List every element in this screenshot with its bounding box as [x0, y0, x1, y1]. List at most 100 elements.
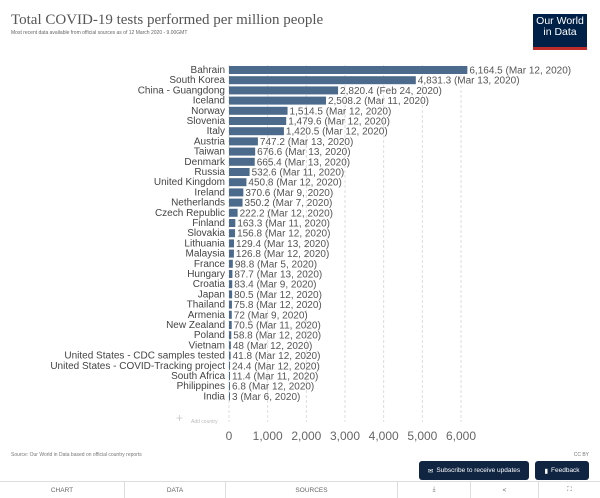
data-label: 1,420.5 (Mar 12, 2020) [286, 127, 388, 138]
category-label: Czech Republic [155, 208, 225, 219]
bar [229, 229, 236, 238]
bar [229, 270, 233, 278]
category-label: Netherlands [171, 198, 225, 209]
bar [229, 96, 326, 105]
category-label: Philippines [177, 381, 225, 392]
category-label: South Africa [171, 371, 225, 382]
data-label: 6.8 (Mar 12, 2020) [232, 382, 314, 393]
bar [229, 66, 468, 74]
bar-chart: 0 1,000 2,000 3,000 4,000 5,000 6,000 Bahrain 6,… [50, 65, 571, 443]
category-label: Austria [194, 136, 226, 147]
owid-logo[interactable]: Our World in Data [533, 14, 587, 50]
bar [229, 280, 233, 289]
category-label: Finland [192, 218, 225, 229]
x-tick-label: 3,000 [330, 429, 360, 443]
bar [229, 168, 250, 176]
data-label: 3 (Mar 6, 2020) [232, 392, 300, 403]
bar [229, 259, 233, 268]
x-tick-label: 2,000 [291, 429, 321, 443]
bar [229, 321, 232, 329]
data-label: 41.8 (Mar 12, 2020) [233, 351, 321, 362]
fullscreen-icon: ⛶ [567, 486, 572, 493]
data-label: 2,820.4 (Feb 24, 2020) [340, 86, 442, 97]
bar [229, 310, 232, 319]
bar [229, 117, 287, 125]
bar [229, 188, 244, 197]
bar [229, 137, 258, 146]
bar [229, 178, 247, 187]
category-label: Armenia [188, 310, 226, 321]
category-label: Russia [194, 167, 225, 178]
tab-data[interactable]: DATA [125, 482, 226, 498]
data-label: 747.2 (Mar 13, 2020) [260, 137, 353, 148]
tab-chart[interactable]: CHART [0, 482, 125, 498]
category-label: Lithuania [184, 238, 225, 249]
category-label: South Korea [169, 75, 225, 86]
data-label: 1,479.6 (Mar 12, 2020) [288, 117, 390, 128]
bar [229, 86, 339, 95]
data-label: 11.4 (Mar 11, 2020) [232, 372, 318, 383]
category-label: New Zealand [166, 320, 225, 331]
share-icon: < [502, 486, 507, 494]
fullscreen-button[interactable]: ⛶ [539, 482, 600, 498]
bar [229, 76, 416, 85]
data-label: 222.2 (Mar 12, 2020) [240, 208, 333, 219]
license[interactable]: CC BY [573, 452, 589, 458]
bar [229, 300, 232, 309]
source-note: Source: Our World in Data based on offic… [11, 452, 142, 458]
x-tick-label: 5,000 [407, 429, 437, 443]
category-label: Vietnam [188, 340, 225, 351]
x-tick-label: 0 [226, 429, 233, 443]
data-label: 98.8 (Mar 5, 2020) [235, 259, 317, 270]
category-label: Italy [207, 126, 225, 137]
bar [229, 219, 236, 227]
add-country-label: Add country [191, 419, 218, 425]
feedback-button[interactable]: ▮ Feedback [535, 461, 589, 480]
category-label: Hungary [187, 269, 225, 280]
data-label: 370.6 (Mar 9, 2020) [245, 188, 333, 199]
data-label: 80.5 (Mar 12, 2020) [234, 290, 322, 301]
category-label: Japan [198, 289, 225, 300]
bar [229, 341, 231, 350]
bar [229, 290, 233, 299]
category-label: United States - COVID-Tracking project [50, 361, 225, 372]
bar [229, 249, 234, 258]
download-button[interactable]: ⤓ [398, 482, 471, 498]
data-label: 450.8 (Mar 12, 2020) [248, 178, 341, 189]
category-label: Taiwan [194, 147, 225, 158]
category-label: India [203, 391, 225, 402]
data-label: 665.4 (Mar 13, 2020) [257, 157, 350, 168]
bar [229, 208, 238, 217]
comment-icon: ▮ [544, 467, 549, 475]
data-label: 87.7 (Mar 13, 2020) [234, 270, 322, 281]
chart-title: Total COVID-19 tests performed per milli… [11, 12, 324, 28]
subscribe-button[interactable]: ✉ Subscribe to receive updates [419, 461, 529, 480]
bar [229, 392, 230, 401]
data-label: 2,508.2 (Mar 11, 2020) [328, 96, 429, 107]
x-tick-label: 1,000 [253, 429, 283, 443]
bar [229, 106, 288, 115]
mail-icon: ✉ [427, 467, 434, 475]
bar [229, 372, 230, 380]
data-label: 6,164.5 (Mar 12, 2020) [469, 66, 571, 77]
category-label: Ireland [194, 187, 225, 198]
share-button[interactable]: < [471, 482, 539, 498]
category-label: Iceland [193, 96, 225, 107]
data-label: 58.8 (Mar 12, 2020) [233, 331, 321, 342]
data-label: 70.5 (Mar 11, 2020) [234, 321, 321, 332]
subscribe-label: Subscribe to receive updates [436, 467, 521, 474]
bar [229, 382, 230, 391]
bar [229, 351, 231, 360]
tab-bar: CHART DATA SOURCES ⤓ < ⛶ [0, 481, 600, 498]
category-label: Slovenia [187, 116, 226, 127]
category-label: Croatia [193, 279, 226, 290]
data-label: 532.6 (Mar 11, 2020) [252, 168, 345, 179]
data-label: 83.4 (Mar 9, 2020) [234, 280, 316, 291]
data-label: 72 (Mar 9, 2020) [234, 310, 308, 321]
chart-subtitle: Most recent data available from official… [11, 30, 188, 36]
bar [229, 361, 230, 370]
tab-sources[interactable]: SOURCES [226, 482, 398, 498]
category-label: Denmark [184, 157, 226, 168]
bar [229, 147, 256, 156]
data-label: 1,514.5 (Mar 12, 2020) [290, 106, 392, 117]
